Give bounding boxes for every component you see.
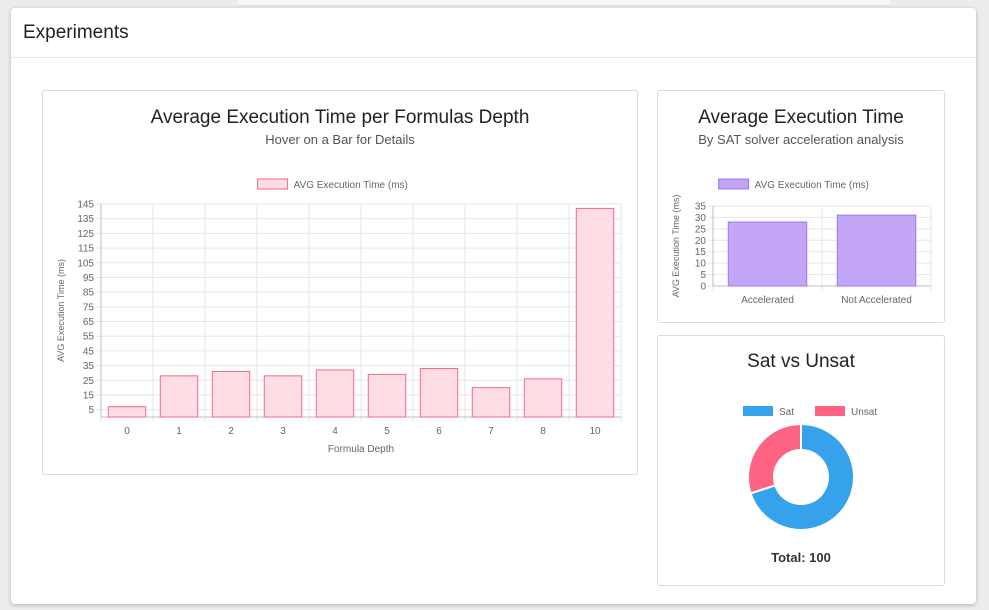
bar: [107, 406, 147, 418]
card-header: Experiments: [11, 8, 976, 58]
depth-chart-title: Average Execution Time per Formulas Dept…: [150, 107, 530, 128]
x-tick-label: 6: [436, 426, 442, 437]
y-tick-label: 15: [83, 390, 95, 401]
y-tick-label: 145: [77, 200, 94, 211]
bar: [263, 375, 303, 418]
y-tick-label: 25: [695, 224, 707, 235]
x-tick-label: 2: [228, 426, 234, 437]
legend-swatch: [718, 178, 750, 190]
legend-label: Sat: [779, 407, 794, 418]
y-tick-label: 45: [83, 346, 95, 357]
bar: [367, 373, 407, 418]
doughnut-slice-sat: [749, 422, 855, 531]
y-tick-label: 15: [695, 247, 707, 258]
bar: [727, 221, 808, 287]
y-tick-label: 85: [83, 288, 95, 299]
x-tick-label: 3: [280, 426, 286, 437]
legend-swatch: [743, 406, 773, 416]
legend-swatch: [815, 406, 845, 416]
sat-unsat-panel: Sat vs Unsat Sat Unsat Total: 100: [657, 335, 945, 586]
legend-label: Unsat: [851, 407, 877, 418]
doughnut-slice-unsat: [747, 422, 802, 495]
y-tick-label: 75: [83, 302, 95, 313]
y-tick-label: 35: [695, 202, 707, 213]
y-tick-label: 125: [77, 229, 94, 240]
x-tick-label: 10: [589, 426, 601, 437]
y-tick-label: 30: [695, 213, 707, 224]
x-tick-label: Accelerated: [741, 295, 794, 306]
y-tick-label: 5: [88, 405, 94, 416]
y-axis-title: AVG Execution Time (ms): [671, 195, 681, 298]
y-axis-title: AVG Execution Time (ms): [56, 259, 66, 362]
x-tick-label: 0: [124, 426, 130, 437]
y-tick-label: 35: [83, 361, 95, 372]
legend-swatch: [257, 178, 289, 190]
bar: [836, 214, 917, 287]
y-tick-label: 5: [700, 270, 706, 281]
legend-label: AVG Execution Time (ms): [294, 180, 408, 191]
x-axis-title: Formula Depth: [328, 444, 394, 455]
bar: [211, 370, 251, 418]
x-tick-label: 8: [540, 426, 546, 437]
x-tick-label: 1: [176, 426, 182, 437]
accel-chart-subtitle: By SAT solver acceleration analysis: [698, 132, 904, 147]
bar: [419, 368, 459, 418]
accel-chart-title: Average Execution Time: [698, 107, 904, 128]
bar: [523, 378, 563, 418]
y-tick-label: 55: [83, 332, 95, 343]
y-tick-label: 10: [695, 259, 707, 270]
legend-label: AVG Execution Time (ms): [755, 180, 869, 191]
y-tick-label: 135: [77, 214, 94, 225]
x-tick-label: 4: [332, 426, 338, 437]
y-tick-label: 105: [77, 258, 94, 269]
total-label: Total: 100: [771, 550, 831, 565]
x-tick-label: Not Accelerated: [841, 295, 912, 306]
y-tick-label: 95: [83, 273, 95, 284]
sat-unsat-doughnut-chart[interactable]: Sat Unsat: [658, 336, 944, 585]
bar: [159, 375, 199, 418]
page-title: Experiments: [23, 21, 129, 43]
depth-chart-subtitle: Hover on a Bar for Details: [265, 132, 415, 147]
x-tick-label: 5: [384, 426, 390, 437]
accel-chart-panel: Average Execution Time By SAT solver acc…: [657, 90, 945, 323]
bar: [575, 207, 615, 418]
bar: [471, 387, 511, 418]
y-tick-label: 0: [700, 282, 706, 293]
y-tick-label: 20: [695, 236, 707, 247]
depth-chart-panel: Average Execution Time per Formulas Dept…: [42, 90, 638, 475]
depth-bar-chart[interactable]: AVG Execution Time (ms)51525354555657585…: [43, 91, 637, 474]
sat-unsat-title: Sat vs Unsat: [747, 351, 855, 372]
bar: [315, 369, 355, 418]
y-tick-label: 65: [83, 317, 95, 328]
y-tick-label: 115: [78, 244, 94, 255]
top-strip: [238, 0, 890, 6]
experiments-card: Experiments Average Execution Time per F…: [11, 8, 976, 604]
x-tick-label: 7: [488, 426, 494, 437]
y-tick-label: 25: [83, 376, 95, 387]
